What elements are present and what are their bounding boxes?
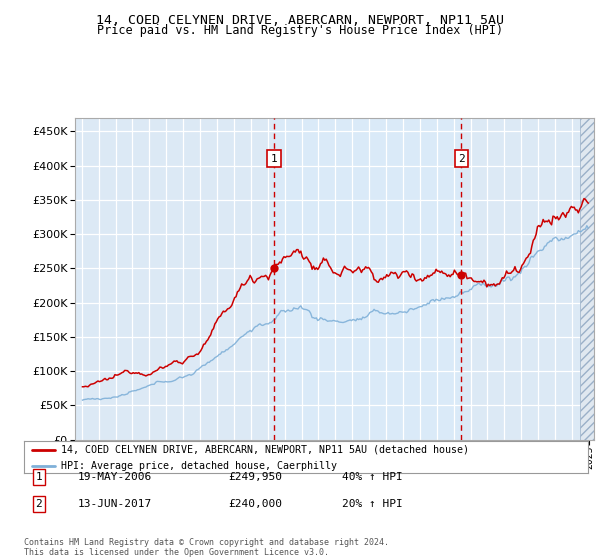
- Text: £240,000: £240,000: [228, 499, 282, 509]
- Text: 14, COED CELYNEN DRIVE, ABERCARN, NEWPORT, NP11 5AU (detached house): 14, COED CELYNEN DRIVE, ABERCARN, NEWPOR…: [61, 445, 469, 455]
- Text: 20% ↑ HPI: 20% ↑ HPI: [342, 499, 403, 509]
- Text: 40% ↑ HPI: 40% ↑ HPI: [342, 472, 403, 482]
- Text: 1: 1: [271, 153, 278, 164]
- Bar: [580, 97, 594, 440]
- Text: 19-MAY-2006: 19-MAY-2006: [78, 472, 152, 482]
- Text: 13-JUN-2017: 13-JUN-2017: [78, 499, 152, 509]
- Text: 2: 2: [458, 153, 464, 164]
- Text: HPI: Average price, detached house, Caerphilly: HPI: Average price, detached house, Caer…: [61, 461, 337, 471]
- Text: 2: 2: [35, 499, 43, 509]
- Bar: [274, 118, 461, 440]
- Text: 14, COED CELYNEN DRIVE, ABERCARN, NEWPORT, NP11 5AU: 14, COED CELYNEN DRIVE, ABERCARN, NEWPOR…: [96, 14, 504, 27]
- Text: Price paid vs. HM Land Registry's House Price Index (HPI): Price paid vs. HM Land Registry's House …: [97, 24, 503, 37]
- Text: Contains HM Land Registry data © Crown copyright and database right 2024.
This d: Contains HM Land Registry data © Crown c…: [24, 538, 389, 557]
- Text: £249,950: £249,950: [228, 472, 282, 482]
- Text: 1: 1: [35, 472, 43, 482]
